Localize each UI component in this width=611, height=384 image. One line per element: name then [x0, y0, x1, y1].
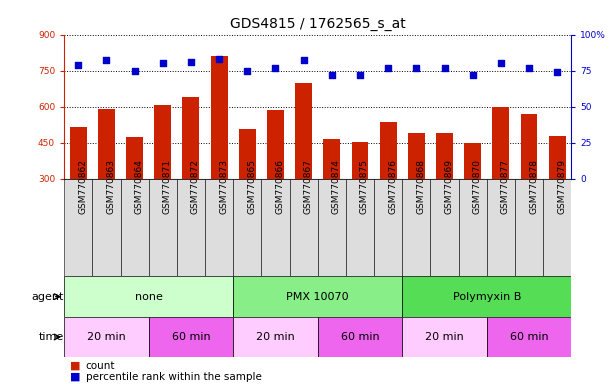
Text: GSM770865: GSM770865: [247, 159, 256, 214]
Point: [440, 65, 450, 71]
Bar: [549, 136, 566, 179]
Bar: [126, 137, 143, 179]
Point: [468, 72, 478, 78]
Bar: [295, 83, 312, 179]
FancyBboxPatch shape: [64, 317, 148, 357]
Text: 20 min: 20 min: [425, 332, 464, 342]
FancyBboxPatch shape: [233, 317, 318, 357]
Text: none: none: [135, 291, 163, 302]
Point: [496, 60, 506, 66]
Point: [552, 69, 562, 75]
FancyBboxPatch shape: [205, 179, 233, 276]
FancyBboxPatch shape: [402, 276, 571, 317]
FancyBboxPatch shape: [374, 179, 402, 276]
Bar: [70, 127, 87, 179]
FancyBboxPatch shape: [515, 179, 543, 276]
Text: GSM770864: GSM770864: [134, 159, 144, 214]
FancyBboxPatch shape: [318, 317, 402, 357]
Bar: [521, 114, 538, 179]
Text: ■: ■: [70, 361, 81, 371]
Point: [271, 65, 280, 71]
Text: GSM770877: GSM770877: [501, 159, 510, 214]
Text: GSM770869: GSM770869: [445, 159, 453, 214]
Text: 20 min: 20 min: [256, 332, 295, 342]
Text: ■: ■: [70, 372, 81, 382]
FancyBboxPatch shape: [120, 179, 148, 276]
Text: GSM770873: GSM770873: [219, 159, 228, 214]
FancyBboxPatch shape: [402, 317, 487, 357]
Text: percentile rank within the sample: percentile rank within the sample: [86, 372, 262, 382]
FancyBboxPatch shape: [148, 317, 233, 357]
Point: [524, 65, 534, 71]
Text: GSM770876: GSM770876: [388, 159, 397, 214]
Text: GSM770862: GSM770862: [78, 159, 87, 214]
FancyBboxPatch shape: [430, 179, 459, 276]
FancyBboxPatch shape: [487, 317, 571, 357]
Bar: [183, 98, 199, 179]
Bar: [323, 139, 340, 179]
Bar: [492, 107, 510, 179]
Point: [158, 60, 167, 66]
Text: GSM770866: GSM770866: [276, 159, 285, 214]
Point: [73, 62, 83, 68]
Text: GSM770879: GSM770879: [557, 159, 566, 214]
Bar: [211, 56, 227, 179]
Bar: [436, 133, 453, 179]
FancyBboxPatch shape: [487, 179, 515, 276]
Text: GSM770878: GSM770878: [529, 159, 538, 214]
Text: count: count: [86, 361, 115, 371]
Bar: [98, 109, 115, 179]
Text: PMX 10070: PMX 10070: [287, 291, 349, 302]
FancyBboxPatch shape: [318, 179, 346, 276]
Text: GDS4815 / 1762565_s_at: GDS4815 / 1762565_s_at: [230, 17, 406, 31]
Bar: [408, 133, 425, 179]
Text: time: time: [39, 332, 64, 342]
Point: [101, 58, 111, 64]
Bar: [267, 110, 284, 179]
Text: GSM770867: GSM770867: [304, 159, 313, 214]
Point: [243, 68, 252, 74]
FancyBboxPatch shape: [290, 179, 318, 276]
Bar: [351, 142, 368, 179]
Point: [130, 68, 139, 74]
Text: GSM770871: GSM770871: [163, 159, 172, 214]
Bar: [464, 143, 481, 179]
Text: 60 min: 60 min: [510, 332, 548, 342]
FancyBboxPatch shape: [177, 179, 205, 276]
Text: GSM770874: GSM770874: [332, 159, 341, 214]
Text: 60 min: 60 min: [172, 332, 210, 342]
FancyBboxPatch shape: [459, 179, 487, 276]
Text: GSM770872: GSM770872: [191, 159, 200, 214]
Text: GSM770863: GSM770863: [106, 159, 115, 214]
FancyBboxPatch shape: [92, 179, 120, 276]
Point: [327, 72, 337, 78]
Text: GSM770870: GSM770870: [473, 159, 481, 214]
Bar: [239, 129, 256, 179]
Bar: [379, 122, 397, 179]
Text: GSM770868: GSM770868: [416, 159, 425, 214]
FancyBboxPatch shape: [148, 179, 177, 276]
FancyBboxPatch shape: [543, 179, 571, 276]
Bar: [155, 105, 171, 179]
FancyBboxPatch shape: [233, 179, 262, 276]
Point: [383, 65, 393, 71]
Text: 20 min: 20 min: [87, 332, 126, 342]
Point: [355, 72, 365, 78]
Point: [299, 58, 309, 64]
Text: 60 min: 60 min: [341, 332, 379, 342]
FancyBboxPatch shape: [402, 179, 430, 276]
FancyBboxPatch shape: [233, 276, 402, 317]
FancyBboxPatch shape: [64, 179, 92, 276]
FancyBboxPatch shape: [64, 276, 233, 317]
Point: [186, 59, 196, 65]
FancyBboxPatch shape: [262, 179, 290, 276]
Text: GSM770875: GSM770875: [360, 159, 369, 214]
Point: [214, 56, 224, 62]
Text: Polymyxin B: Polymyxin B: [453, 291, 521, 302]
Point: [411, 65, 421, 71]
Text: agent: agent: [32, 291, 64, 302]
FancyBboxPatch shape: [346, 179, 374, 276]
